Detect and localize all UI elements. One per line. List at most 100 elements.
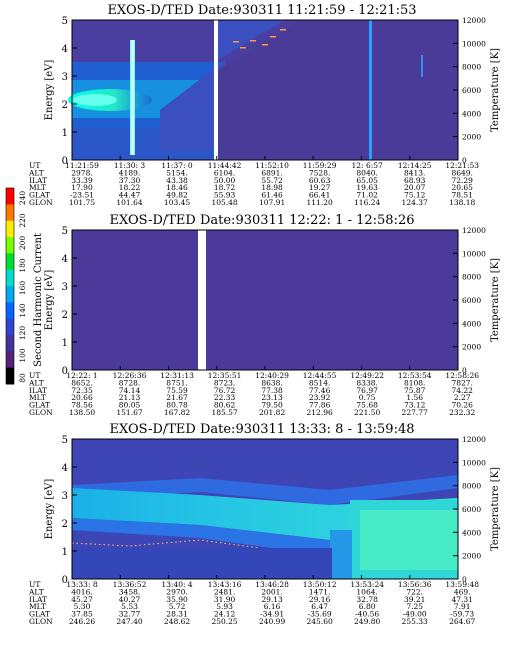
panel-2-y2tick-label: 12000 [462,226,486,235]
panel-3-row-label: ILAT [29,595,47,604]
panel-1-cell: 2978. [71,168,92,177]
panel-1-y2tick-label: 10000 [462,39,486,48]
panel-1-cell: 8649. [451,168,472,177]
panel-2-title: EXOS-D/TED Date:930311 12:22: 1 - 12:58:… [110,213,415,228]
panel-2-ytick-label: 5 [62,226,68,237]
panel-2-cell: 12:53:54 [398,371,432,380]
panel-3-cell: 5.53 [121,602,138,611]
panel-3-transition [330,530,352,579]
panel-3-cell: 35.90 [166,595,188,604]
panel-1-cell: 8040. [356,168,377,177]
panel-2-cell: 77.86 [309,401,331,410]
panel-2-cell: 8514. [309,378,330,387]
panel-3-cell: 32.78 [356,595,378,604]
panel-2-gap [198,230,206,370]
panel-1-plot-area [68,19,459,161]
panel-1-cell: 60.63 [309,176,331,185]
panel-3-row-label: MLT [29,602,46,611]
panel-3-cell: 250.25 [211,617,237,626]
panel-3-cell: 13:56:36 [398,580,432,589]
panel-3-cell: -34.91 [260,610,284,619]
panel-1-cell: 6104. [214,168,235,177]
panel-2-row-label: ALT [28,378,44,387]
panel-1-cell: 72.29 [451,176,473,185]
panel-1-cell: 19.27 [309,183,331,192]
panel-3-y2label: Temperature [K] [490,467,501,551]
panel-3-cell: 13:59:48 [445,580,479,589]
colorbar-tick-label: 80 [18,373,27,383]
panel-2-cell: 74.14 [119,386,141,395]
panel-3-ytick-label: 5 [62,435,68,446]
panel-1-cell: 66.41 [309,191,330,200]
colorbar-tick-label: 240 [18,191,27,206]
panel-1-cell: 17.90 [71,183,93,192]
panel-2-cell: 12:40:29 [255,371,289,380]
panel-1-cell: 11:21:59 [65,161,99,170]
panel-1-y2tick-label: 4000 [462,109,481,118]
panel-1-row-label: ALT [28,168,44,177]
colorbar-tick-label: 120 [18,326,27,341]
colorbar-ticks: 240 220 200 180 160 140 120 100 80 [18,191,27,383]
panel-2-cell: 8108. [404,378,425,387]
panel-1-cell: 33.39 [71,176,93,185]
panel-3-cell: 247.40 [116,617,142,626]
panel-3-cell: 32.77 [119,610,141,619]
panel-2-cell: 72.35 [71,386,93,395]
panel-1-line-1 [369,20,372,160]
panel-1-cell: 4189. [119,168,140,177]
panel-1-ytick-label: 2 [62,100,68,111]
panel-2-cell: 12:49:22 [350,371,384,380]
colorbar-segment [6,188,14,205]
panel-2-cell: 232.32 [449,408,475,417]
panel-1-ylabel: Energy [eV] [44,60,55,121]
panel-2-cell: 212.96 [307,408,333,417]
panel-2-cell: 23.13 [261,393,283,402]
panel-1-ytick-label: 5 [62,16,68,27]
panel-3-cell: 6.47 [311,602,328,611]
panel-3-cell: 2001. [261,587,282,596]
panel-1-y2tick-label: 6000 [462,86,481,95]
panel-1-cell: 20.65 [451,183,473,192]
panel-3-cell: 4016. [71,587,92,596]
panel-1-cell: 18.72 [214,183,236,192]
colorbar-segment [6,253,14,271]
panel-1-cell: 18.98 [261,183,283,192]
panel-3-cell: 264.67 [449,617,475,626]
panel-3-title: EXOS-D/TED Date:930311 13:33: 8 - 13:59:… [110,422,415,437]
panel-3-cell: 469. [454,587,471,596]
panel-3-cell: 28.31 [166,610,187,619]
panel-3-cell: 13:50:12 [303,580,337,589]
panel-2-cell: 151.67 [116,408,142,417]
panel-2-ytick-label: 0 [62,366,68,377]
panel-2-cell: 8751. [166,378,187,387]
panel-2-row-label: ILAT [29,386,47,395]
panel-1-cell: 55.93 [214,191,236,200]
panel-2-cell: 80.78 [166,401,188,410]
panel-1-cell: 37.30 [119,176,141,185]
panel-1-cell: 107.91 [259,198,285,207]
panel-2-row-label: UT [29,371,40,380]
panel-1-cell: 68.93 [404,176,426,185]
panel-2-cell: 201.82 [259,408,285,417]
panel-2-cell: 80.05 [119,401,141,410]
panel-2-cell: 77.46 [309,386,331,395]
panel-3-row-label: UT [29,580,40,589]
panel-3-ytick-label: 3 [62,491,68,502]
panel-2-cell: 77.38 [261,386,283,395]
panel-3-cell: 29.13 [261,595,283,604]
panel-3-ytick-label: 4 [62,463,68,474]
panel-1-cell: 44.47 [119,191,141,200]
colorbar-segment [6,351,14,369]
panel-1-cell: 101.75 [69,198,95,207]
colorbar-tick-label: 160 [18,281,27,296]
panel-2-y2label: Temperature [K] [490,258,501,342]
panel-3-cell: 249.80 [354,617,380,626]
panel-3-cell: 13:43:16 [208,580,242,589]
panel-2-cell: 70.26 [451,401,473,410]
panel-3-plot-area [71,438,459,580]
panel-3-cell: 5.30 [74,602,91,611]
panel-2-ytick-label: 1 [62,338,68,349]
